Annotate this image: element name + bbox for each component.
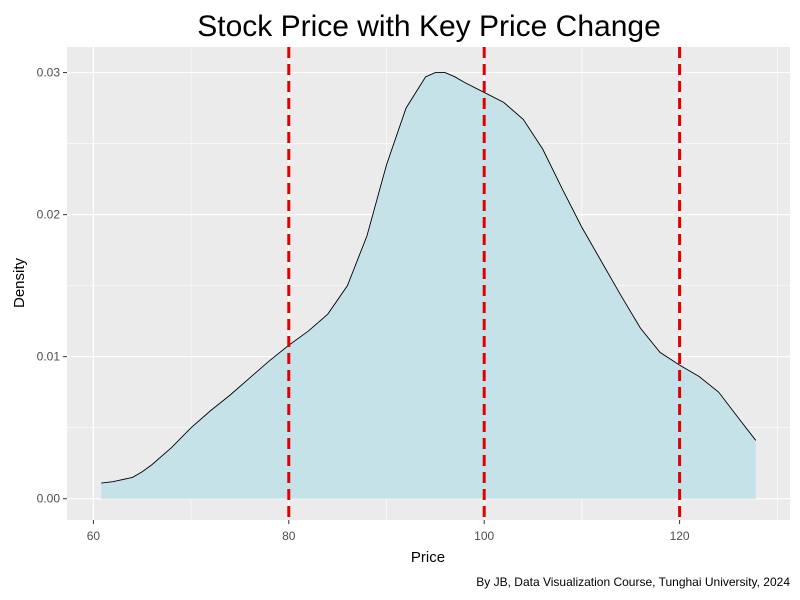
x-tick-label: 100 [474,529,494,543]
x-axis-title: Price [411,549,445,566]
y-tick-label: 0.01 [37,350,61,364]
axis-ticks [63,72,681,524]
y-axis-title: Density [11,257,28,308]
x-tick-labels: 60 80 100 120 [87,529,690,543]
x-tick-label: 60 [87,529,101,543]
x-tick-label: 80 [282,529,296,543]
density-line [101,72,757,484]
x-tick-label: 120 [670,529,690,543]
y-tick-label: 0.02 [37,208,61,222]
density-series [101,72,757,499]
y-tick-label: 0.03 [37,66,61,80]
chart-caption: By JB, Data Visualization Course, Tungha… [476,575,790,589]
density-area [101,72,756,499]
y-tick-labels: 0.00 0.01 0.02 0.03 [37,66,61,506]
y-tick-label: 0.00 [37,492,61,506]
key-price-lines [287,47,682,520]
chart-title: Stock Price with Key Price Change [197,10,661,43]
